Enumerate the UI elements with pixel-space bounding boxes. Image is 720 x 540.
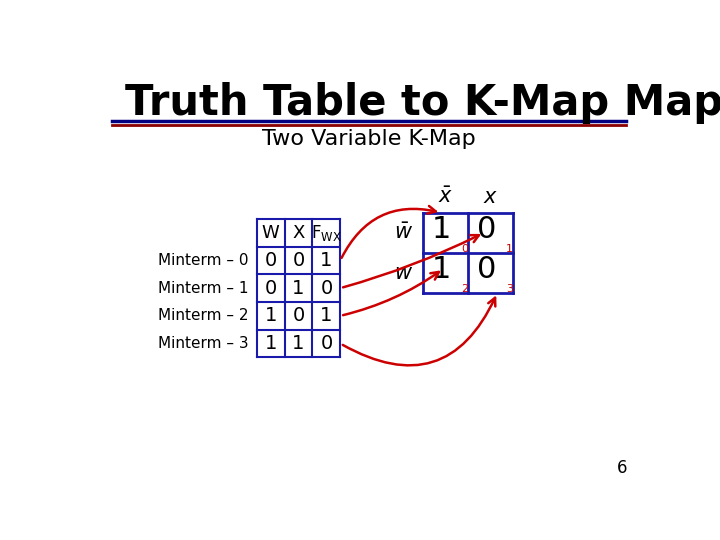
Text: $w$: $w$: [395, 262, 413, 283]
Text: 1: 1: [320, 251, 333, 270]
Text: 1: 1: [292, 334, 305, 353]
FancyArrowPatch shape: [341, 206, 436, 258]
Text: 0: 0: [320, 279, 333, 298]
Text: 1: 1: [264, 306, 276, 325]
Text: 2: 2: [461, 284, 468, 294]
Text: 0: 0: [264, 279, 276, 298]
Text: $\mathregular{F_{WX}}$: $\mathregular{F_{WX}}$: [311, 222, 342, 242]
Text: Truth Table to K-Map Mapping: Truth Table to K-Map Mapping: [125, 82, 720, 124]
Text: Minterm – 1: Minterm – 1: [158, 281, 249, 295]
Text: 1: 1: [432, 255, 451, 284]
Text: 1: 1: [505, 244, 513, 254]
Text: $x$: $x$: [483, 187, 498, 207]
Text: 0: 0: [461, 244, 468, 254]
Text: 0: 0: [292, 251, 305, 270]
Text: Minterm – 0: Minterm – 0: [158, 253, 249, 268]
Text: 1: 1: [292, 279, 305, 298]
Text: 3: 3: [505, 284, 513, 294]
Text: 0: 0: [292, 306, 305, 325]
Text: $\bar{x}$: $\bar{x}$: [438, 187, 454, 207]
Text: 0: 0: [477, 255, 497, 284]
FancyArrowPatch shape: [343, 235, 479, 287]
FancyArrowPatch shape: [343, 272, 439, 315]
FancyArrowPatch shape: [343, 298, 495, 366]
Text: X: X: [292, 224, 305, 242]
Text: Minterm – 3: Minterm – 3: [158, 336, 249, 351]
Text: 0: 0: [477, 215, 497, 244]
Text: 1: 1: [264, 334, 276, 353]
Text: 0: 0: [320, 334, 333, 353]
Text: Minterm – 2: Minterm – 2: [158, 308, 249, 323]
Text: 1: 1: [432, 215, 451, 244]
Text: 1: 1: [320, 306, 333, 325]
Text: $\bar{w}$: $\bar{w}$: [395, 222, 413, 243]
Text: W: W: [261, 224, 279, 242]
Text: 0: 0: [264, 251, 276, 270]
Text: Two Variable K-Map: Two Variable K-Map: [262, 130, 476, 150]
Text: 6: 6: [616, 460, 627, 477]
